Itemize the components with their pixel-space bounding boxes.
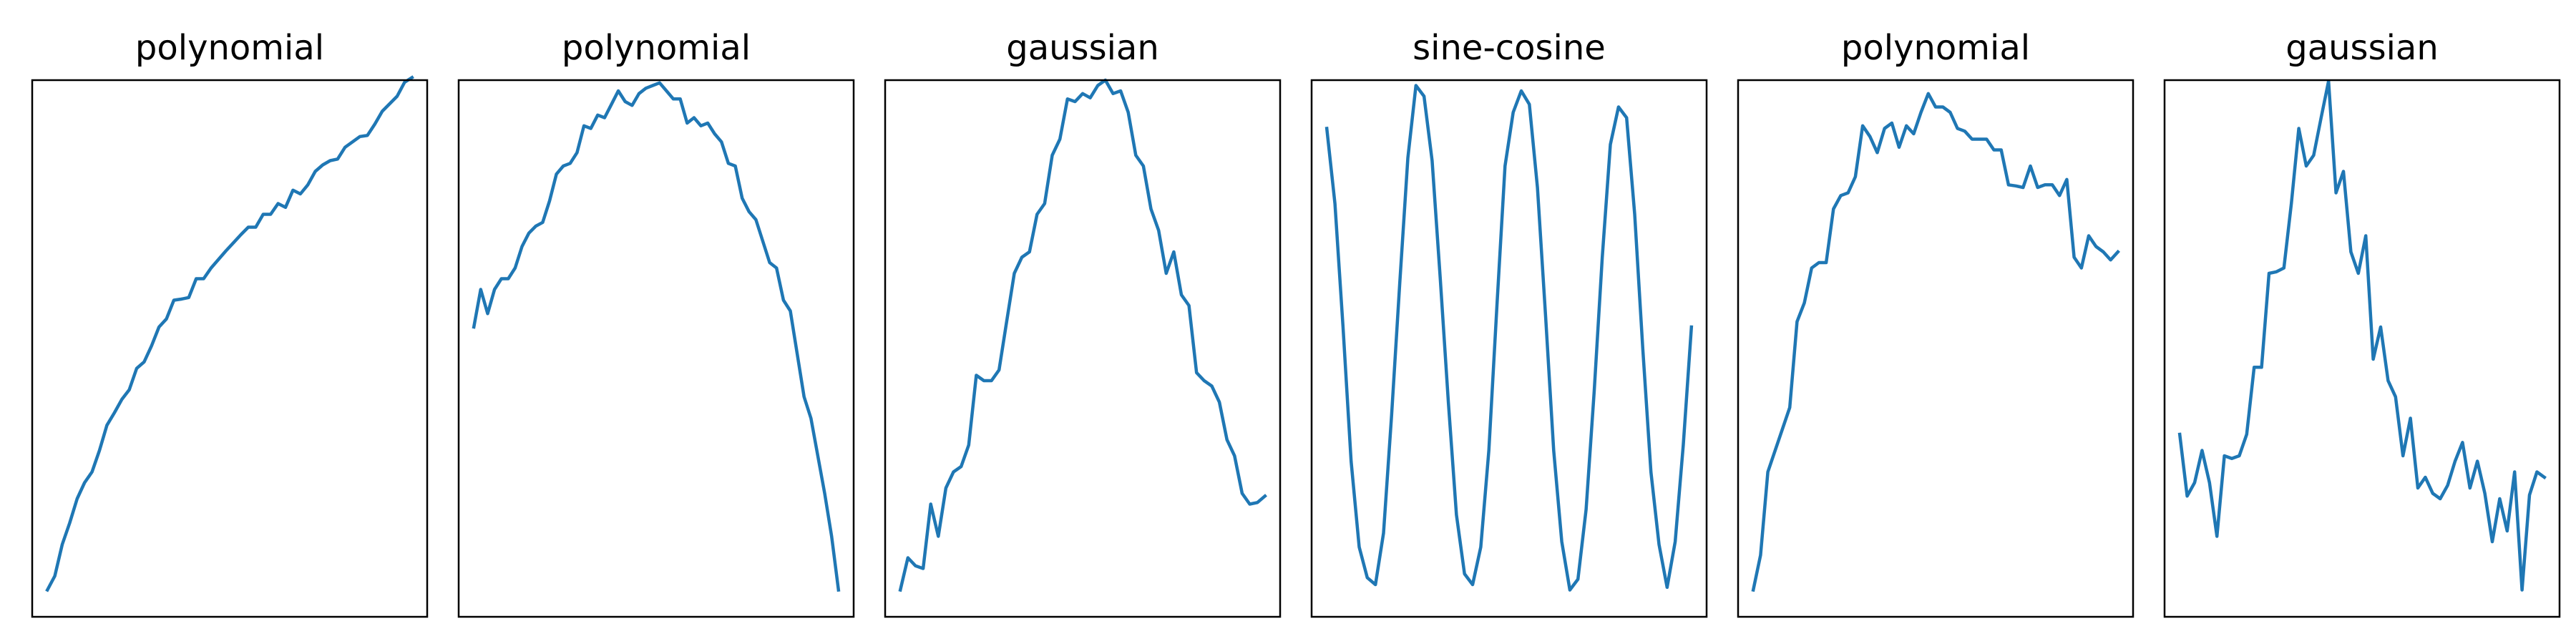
subplot-4-series-line: [1324, 84, 1694, 592]
subplot-6-title: gaussian: [2285, 28, 2439, 68]
subplot-5-frame: [1737, 79, 2135, 618]
subplot-3: gaussian: [884, 28, 1282, 618]
subplot-5: polynomial: [1737, 28, 2135, 618]
subplot-4: sine-cosine: [1310, 28, 1708, 618]
subplot-1-title: polynomial: [135, 28, 324, 68]
subplot-3-title: gaussian: [1006, 28, 1159, 68]
subplot-2-frame: [457, 79, 855, 618]
subplot-4-title: sine-cosine: [1413, 28, 1606, 68]
subplot-2-marks: [472, 81, 841, 592]
subplot-2-title: polynomial: [562, 28, 751, 68]
subplot-6-marks: [2177, 79, 2547, 592]
subplot-1-marks: [45, 75, 414, 592]
subplot-5-title: polynomial: [1841, 28, 2030, 68]
subplot-1-series-line: [45, 75, 414, 592]
subplot-3-series-line: [898, 78, 1267, 592]
subplot-2: polynomial: [457, 28, 855, 618]
subplot-4-frame: [1310, 79, 1708, 618]
subplot-1-frame: [31, 79, 429, 618]
subplot-6-frame: [2163, 79, 2561, 618]
subplot-3-marks: [898, 78, 1267, 592]
subplot-4-marks: [1324, 84, 1694, 592]
subplot-6-series-line: [2177, 79, 2547, 592]
subplot-6: gaussian: [2163, 28, 2561, 618]
subplot-5-series-line: [1751, 92, 2120, 592]
subplot-3-frame: [884, 79, 1282, 618]
subplot-5-marks: [1751, 92, 2120, 592]
subplot-1: polynomial: [31, 28, 429, 618]
subplot-2-series-line: [472, 81, 841, 592]
